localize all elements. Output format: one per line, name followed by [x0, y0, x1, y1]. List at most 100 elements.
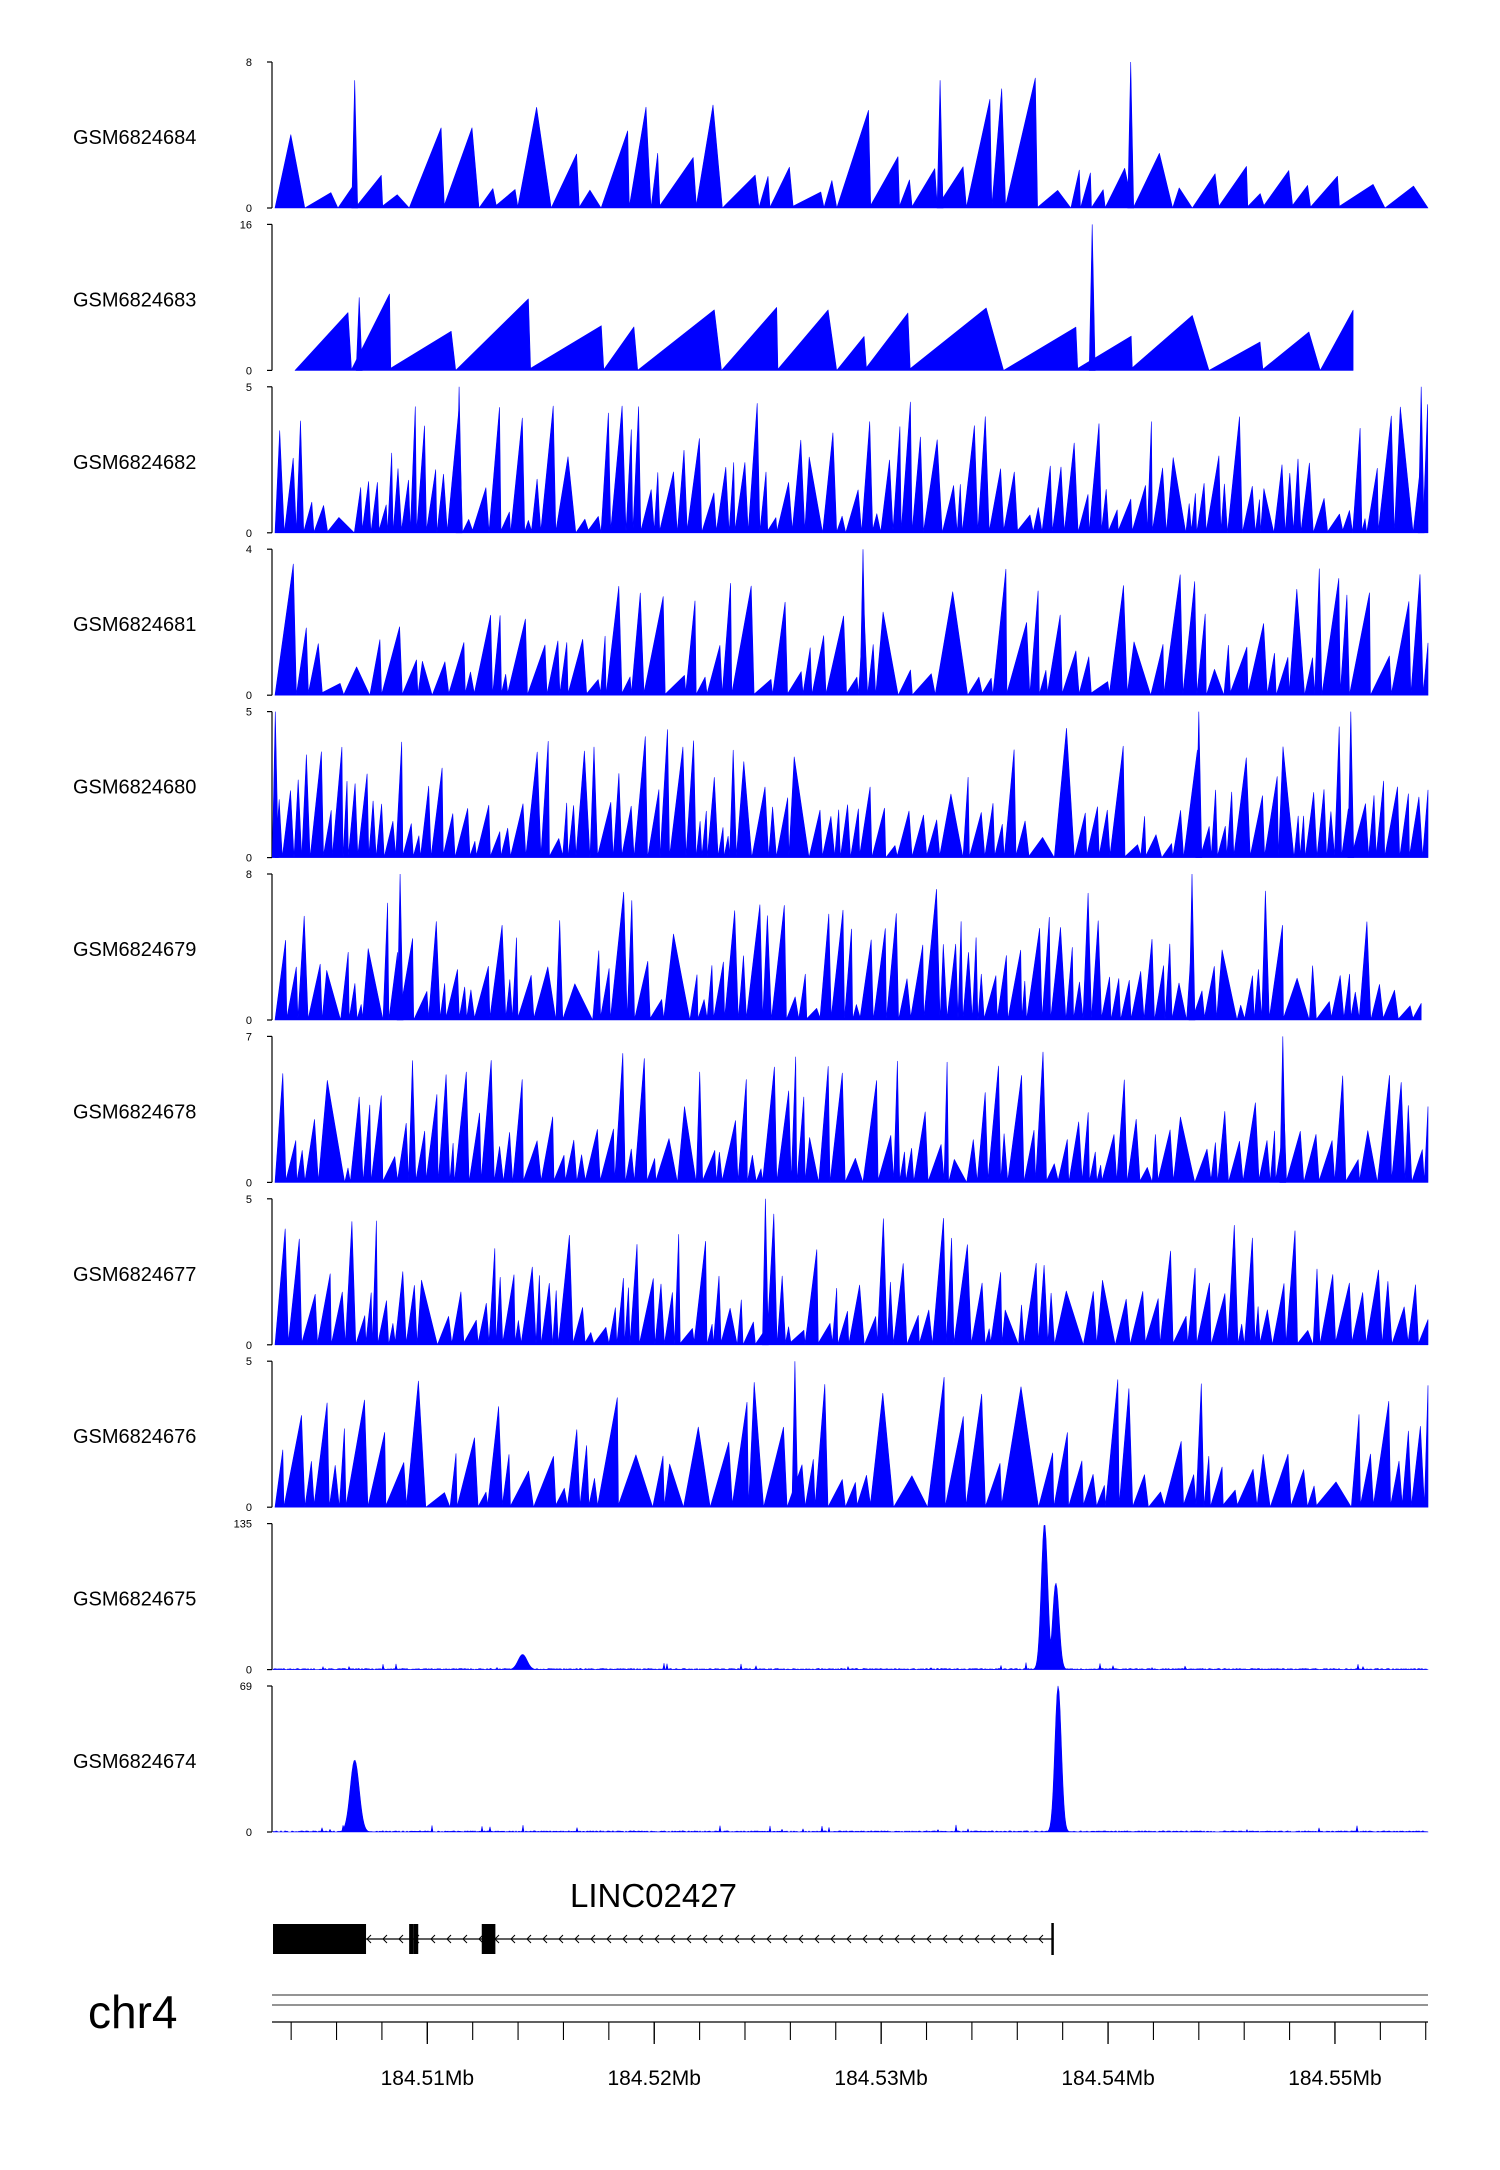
track-GSM6824674: GSM6824674 69 0: [73, 1681, 1429, 1839]
gene-exon: [413, 1924, 419, 1954]
axis-tick-label: 184.52Mb: [608, 2067, 701, 2090]
track-ymin-label: 0: [246, 1015, 252, 1027]
gene-strand-arrow: [510, 1934, 516, 1944]
track-GSM6824683: GSM6824683 16 0: [73, 219, 1354, 377]
track-ymax-label: 5: [246, 1356, 252, 1368]
gene-strand-arrow: [782, 1934, 788, 1944]
track-ymax-label: 5: [246, 382, 252, 394]
gene-strand-arrow: [814, 1934, 820, 1944]
gene-strand-arrow: [974, 1934, 980, 1944]
track-ymax-label: 16: [240, 219, 252, 231]
track-label: GSM6824675: [73, 1589, 196, 1611]
track-ymax-label: 5: [246, 1194, 252, 1206]
track-label: GSM6824676: [73, 1426, 196, 1448]
track-ymax-label: 8: [246, 57, 252, 69]
track-label: GSM6824684: [73, 127, 196, 149]
track-ymax-label: 4: [246, 544, 252, 556]
gene-strand-arrow: [718, 1934, 724, 1944]
gene-strand-arrow: [958, 1934, 964, 1944]
track-signal-area: [294, 293, 1354, 371]
gene-strand-arrow: [926, 1934, 932, 1944]
track-GSM6824680: GSM6824680 5 0: [73, 707, 1429, 865]
track-signal-area: [274, 726, 1429, 858]
track-ymax-label: 8: [246, 869, 252, 881]
gene-strand-arrow: [398, 1934, 404, 1944]
gene-strand-arrow: [686, 1934, 692, 1944]
track-signal-area: [274, 889, 1422, 1021]
gene-exon: [273, 1924, 367, 1954]
track-GSM6824675: GSM6824675 135 0: [73, 1519, 1429, 1677]
gene-strand-arrow: [542, 1934, 548, 1944]
gene-strand-arrow: [734, 1934, 740, 1944]
gene-strand-arrow: [1006, 1934, 1012, 1944]
track-peak: [936, 80, 944, 209]
track-signal-area: [274, 563, 1429, 696]
track-ymin-label: 0: [246, 690, 252, 702]
track-label: GSM6824682: [73, 452, 196, 474]
axis-tick-label: 184.51Mb: [381, 2067, 474, 2090]
track-ymin-label: 0: [246, 853, 252, 865]
signal-tracks: GSM682468480GSM6824683160GSM682468250GSM…: [73, 57, 1429, 1839]
axis-tick-label: 184.54Mb: [1061, 2067, 1154, 2090]
track-peak: [762, 1198, 769, 1346]
track-label: GSM6824683: [73, 289, 196, 311]
gene-strand-arrow: [430, 1934, 436, 1944]
track-ymax-label: 7: [246, 1031, 252, 1043]
gene-strand-arrow: [798, 1934, 804, 1944]
track-label: GSM6824674: [73, 1751, 196, 1773]
gene-strand-arrow: [894, 1934, 900, 1944]
gene-strand-arrow: [702, 1934, 708, 1944]
gene-strand-arrow: [558, 1934, 564, 1944]
track-signal-area: [272, 1525, 1429, 1670]
gene-strand-arrow: [1038, 1934, 1044, 1944]
track-ymin-label: 0: [246, 1502, 252, 1514]
track-ymin-label: 0: [246, 1177, 252, 1189]
gene-exon: [481, 1924, 496, 1954]
track-ymax-label: 135: [234, 1519, 252, 1531]
gene-exon: [409, 1924, 414, 1954]
track-peak: [1088, 224, 1096, 371]
track-ymax-label: 69: [240, 1681, 252, 1693]
gene-strand-arrow: [766, 1934, 772, 1944]
track-signal-area: [274, 1213, 1429, 1346]
track-label: GSM6824680: [73, 777, 196, 799]
gene-name-label: LINC02427: [570, 1877, 737, 1914]
track-label: GSM6824677: [73, 1264, 196, 1286]
gene-strand-arrow: [750, 1934, 756, 1944]
gene-strand-arrow: [478, 1934, 484, 1944]
gene-strand-arrow: [830, 1934, 836, 1944]
gene-strand-arrow: [638, 1934, 644, 1944]
gene-strand-arrow: [462, 1934, 468, 1944]
gene-strand-arrow: [1022, 1934, 1028, 1944]
gene-exon: [1051, 1923, 1054, 1955]
track-GSM6824678: GSM6824678 7 0: [73, 1031, 1429, 1189]
track-label: GSM6824681: [73, 614, 196, 636]
track-signal-area: [274, 401, 1429, 534]
gene-strand-arrow: [910, 1934, 916, 1944]
gene-strand-arrow: [622, 1934, 628, 1944]
gene-strand-arrow: [878, 1934, 884, 1944]
gene-model: [273, 1923, 1054, 1955]
genome-axis-ticks: 184.51Mb 184.52Mb 184.53Mb 184.54Mb 184.55Mb: [290, 2022, 1427, 2090]
track-label: GSM6824678: [73, 1101, 196, 1123]
track-signal-area: [274, 1377, 1429, 1508]
track-ymin-label: 0: [246, 1665, 252, 1677]
gene-strand-arrow: [606, 1934, 612, 1944]
track-ymin-label: 0: [246, 528, 252, 540]
gene-strand-arrow: [654, 1934, 660, 1944]
gene-strand-arrow: [670, 1934, 676, 1944]
track-ymax-label: 5: [246, 707, 252, 719]
track-GSM6824679: GSM6824679 8 0: [73, 869, 1422, 1027]
genome-axis-track: chr4 184.51Mb 184.52Mb 184.53Mb 184.54Mb 184…: [88, 1986, 1428, 2090]
track-ymin-label: 0: [246, 203, 252, 215]
track-signal-area: [272, 1685, 1429, 1833]
gene-strand-arrow: [574, 1934, 580, 1944]
track-signal-area: [274, 77, 1429, 209]
track-ymin-label: 0: [246, 1827, 252, 1839]
gene-strand-arrow: [590, 1934, 596, 1944]
axis-tick-label: 184.53Mb: [834, 2067, 927, 2090]
gene-strand-arrow: [526, 1934, 532, 1944]
gene-strand-arrow: [862, 1934, 868, 1944]
track-GSM6824684: GSM6824684 8 0: [73, 57, 1429, 215]
